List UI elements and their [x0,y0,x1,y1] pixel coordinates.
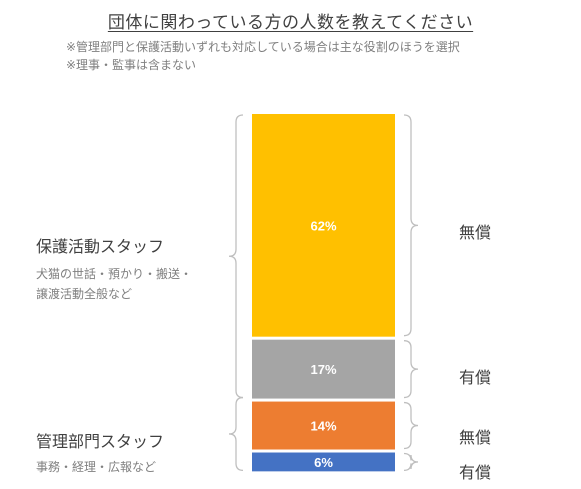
pay-label-paid-management: 有償 [459,463,492,482]
chart-title: 団体に関わっている方の人数を教えてください [0,8,581,33]
segment-unpaid-management [252,401,395,450]
segment-paid-protection [252,339,395,399]
note-1: ※管理部門と保護活動いずれも対応している場合は主な役割のほうを選択 [66,40,460,54]
brace-right-unpaid-management [403,401,419,450]
pay-label-paid-protection: 有償 [459,368,492,387]
segment-paid-management [252,452,395,472]
brace-right-unpaid-protection [403,114,419,337]
segment-unpaid-protection-label: 62% [310,218,336,233]
group-label-management: 管理部門スタッフ [36,432,165,451]
group-sub-protection: 犬猫の世話・預かり・搬送・譲渡活動全般など [36,267,193,301]
note-2: ※理事・監事は含まない [66,58,197,72]
segment-unpaid-management-label: 14% [310,419,336,434]
pay-label-unpaid-protection: 無償 [459,223,492,242]
brace-right-paid-protection [403,340,419,399]
brace-left-management [228,396,244,472]
group-label-protection: 保護活動スタッフ [36,237,165,256]
segment-paid-protection-label: 17% [310,362,336,377]
brace-left-protection [228,114,244,399]
brace-right-paid-management [403,452,419,472]
segment-unpaid-protection [252,114,395,337]
segment-paid-management-label: 6% [314,455,333,470]
group-sub-management: 事務・経理・広報など [36,460,157,474]
chart-title-text: 団体に関わっている方の人数を教えてください [107,13,474,33]
pay-label-unpaid-management: 無償 [459,428,492,447]
